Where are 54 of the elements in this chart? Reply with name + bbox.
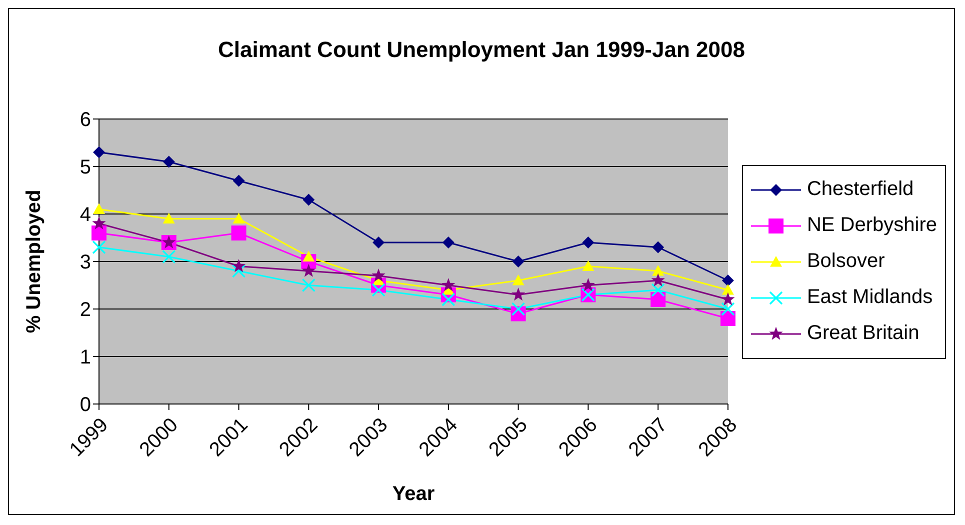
point <box>162 250 176 264</box>
legend-label: East Midlands <box>806 286 933 309</box>
point <box>442 292 456 306</box>
point <box>162 156 175 168</box>
y-tick-label: 1 <box>80 346 91 369</box>
point <box>302 264 316 277</box>
point <box>512 274 524 286</box>
point <box>582 236 594 248</box>
y-tick-label: 3 <box>80 252 91 274</box>
x-axis-title: Year <box>392 483 435 505</box>
point <box>720 311 736 326</box>
legend-label: Bolsover <box>806 250 885 273</box>
point <box>650 292 666 307</box>
point <box>232 174 245 187</box>
legend-label: NE Derbyshire <box>806 214 937 237</box>
y-tick-label: 4 <box>80 204 91 226</box>
point <box>512 256 524 268</box>
point <box>231 226 246 240</box>
point <box>232 259 246 272</box>
point <box>232 212 245 224</box>
point <box>232 264 246 278</box>
point <box>442 278 456 292</box>
point <box>372 268 386 282</box>
y-tick-label: 5 <box>80 156 91 179</box>
point <box>302 194 315 206</box>
point <box>511 302 526 316</box>
point <box>721 292 735 306</box>
y-axis-title: % Unemployed <box>23 190 46 334</box>
point <box>92 240 106 254</box>
point <box>511 288 526 301</box>
point <box>722 284 734 295</box>
point <box>651 283 665 297</box>
point <box>582 260 594 272</box>
point <box>372 283 386 297</box>
point <box>302 278 316 292</box>
chart-title: Claimant Count Unemployment Jan 1999-Jan 2008 <box>217 37 746 63</box>
y-tick-label: 6 <box>80 109 91 132</box>
point <box>162 212 175 224</box>
point <box>372 236 385 248</box>
legend-label: Great Britain <box>806 322 920 345</box>
point <box>651 273 665 286</box>
point <box>442 236 454 248</box>
point <box>722 274 734 286</box>
point <box>581 278 596 292</box>
point <box>652 265 664 276</box>
legend-label: Chesterfield <box>806 178 914 201</box>
y-tick-label: 2 <box>80 299 91 322</box>
y-tick-label: 0 <box>80 394 91 416</box>
point <box>721 302 735 316</box>
point <box>652 241 664 254</box>
point <box>92 216 106 230</box>
point <box>92 226 106 240</box>
point <box>302 250 315 262</box>
point <box>93 146 105 158</box>
